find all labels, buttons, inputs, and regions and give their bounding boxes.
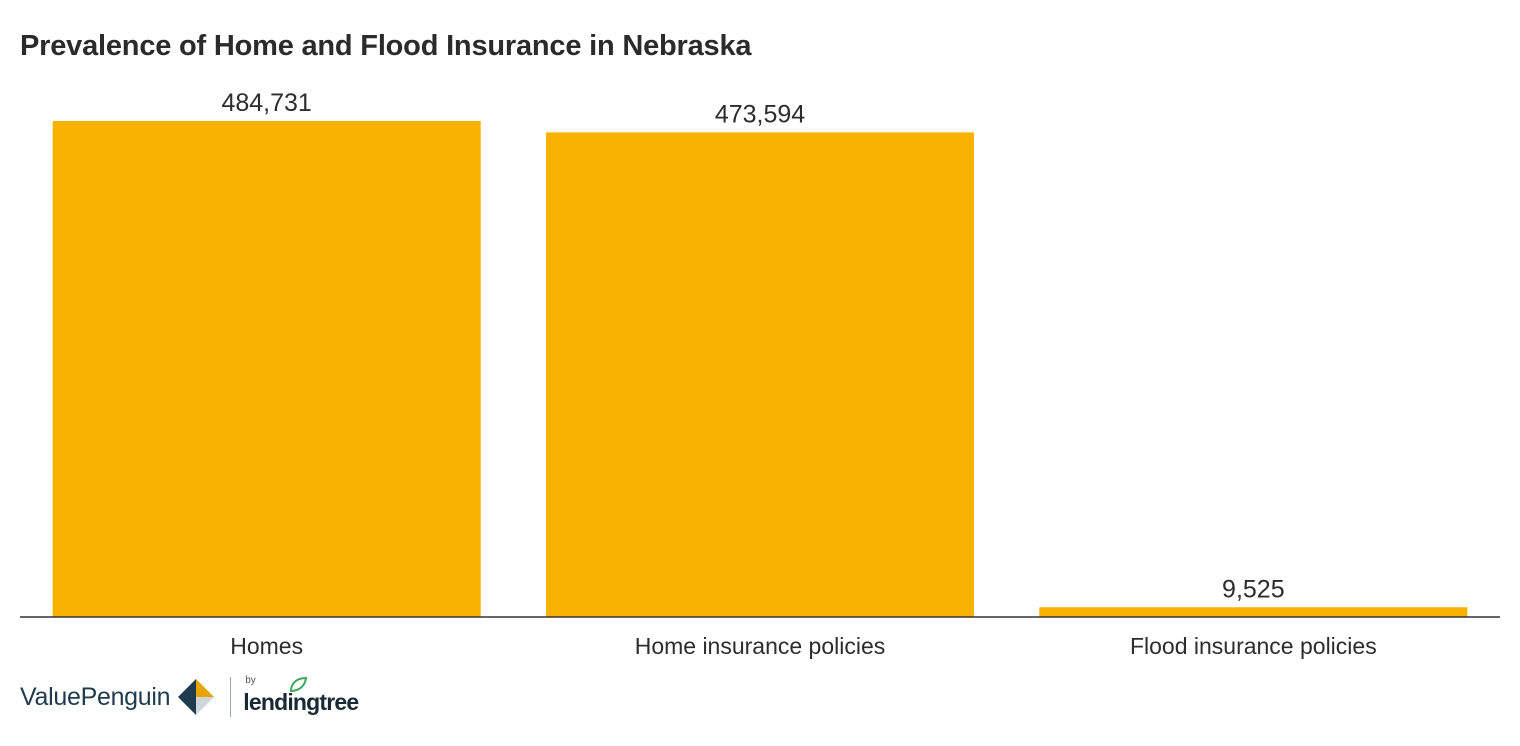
chart-title: Prevalence of Home and Flood Insurance i… xyxy=(20,30,752,62)
footer-divider xyxy=(230,677,232,717)
bars-group: 484,731 Homes 473,594 Home insurance polici… xyxy=(52,89,1468,659)
lendingtree-logo: by lendingtree xyxy=(243,675,373,719)
bar-homes xyxy=(52,121,481,617)
x-tick-label: Homes xyxy=(230,633,303,659)
leaf-icon xyxy=(290,677,308,693)
x-tick-label: Home insurance policies xyxy=(635,633,886,659)
valuepenguin-wordmark: ValuePenguin xyxy=(20,682,171,711)
value-label: 484,731 xyxy=(221,89,311,117)
x-tick-label: Flood insurance policies xyxy=(1130,633,1377,659)
value-label: 9,525 xyxy=(1222,575,1285,603)
value-label: 473,594 xyxy=(715,100,805,128)
bar-chart: 484,731 Homes 473,594 Home insurance polici… xyxy=(20,89,1500,659)
valuepenguin-logo-icon xyxy=(178,679,215,715)
bar-flood-insurance-policies xyxy=(1039,607,1468,617)
bar-home-insurance-policies xyxy=(546,132,974,617)
lendingtree-wordmark: lendingtree xyxy=(243,689,359,715)
lendingtree-by-label: by xyxy=(245,675,256,686)
footer-branding: ValuePenguin by lendingtree xyxy=(20,672,373,722)
